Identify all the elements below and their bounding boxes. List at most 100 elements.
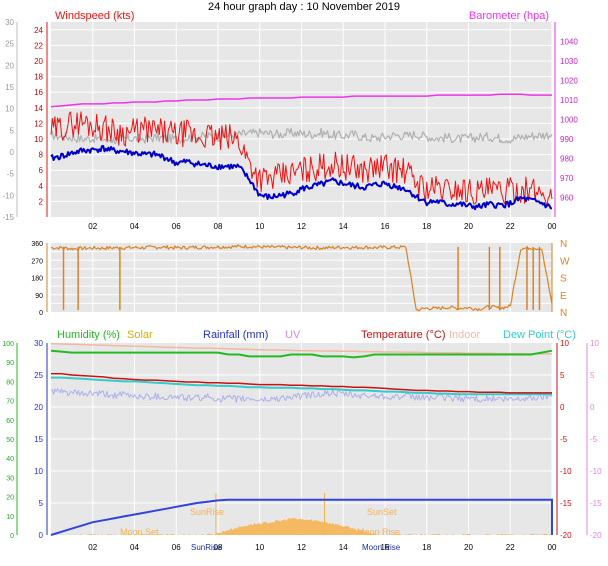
humidity-tick-label: 0: [10, 533, 14, 540]
windspeed-tick-label: 6: [39, 166, 44, 175]
x-tick-label: 04: [130, 543, 139, 552]
sun-rise-upper-label: SunRise: [190, 507, 224, 517]
rainfall-tick-label: 25: [34, 371, 43, 380]
x-tick-label: 02: [88, 543, 97, 552]
humidity-tick-label: 60: [6, 418, 14, 425]
humidity-tick-label: 50: [6, 437, 14, 444]
direction-tick-label: 0: [39, 310, 43, 317]
moon-rise-lower-label: Moon Rise: [362, 543, 401, 552]
legend-dew-point: Dew Point (°C): [503, 329, 576, 341]
wind-outer-tick-label: 5: [10, 126, 15, 135]
legend-solar: Solar: [127, 329, 153, 341]
gust-series-line: [50, 127, 553, 145]
barometer-series-line: [50, 93, 552, 108]
humidity-tick-label: 30: [6, 475, 14, 482]
windspeed-avg-series-line: [50, 145, 553, 211]
direction-compass-label: N: [560, 239, 567, 250]
humidity-tick-label: 90: [6, 360, 14, 367]
windspeed-axis-label: Windspeed (kts): [55, 10, 134, 22]
x-tick-label: 16: [381, 543, 390, 552]
x-tick-label: 08: [214, 543, 223, 552]
humidity-tick-label: 20: [6, 495, 14, 502]
barometer-tick-label: 1010: [560, 96, 578, 105]
humidity-tick-label: 80: [6, 379, 14, 386]
uv-scale-tick-label: -5: [590, 435, 598, 444]
wind-outer-tick-label: -15: [2, 213, 14, 222]
x-tick-label: 12: [297, 543, 306, 552]
wind-outer-tick-label: 15: [5, 83, 14, 92]
temperature-tick-label: -20: [560, 531, 572, 540]
legend-uv: UV: [285, 329, 301, 341]
windspeed-tick-label: 12: [34, 119, 43, 128]
x-tick-label: 04: [130, 222, 139, 231]
uv-scale-tick-label: 5: [590, 371, 595, 380]
wind-direction-series-line: [50, 244, 553, 312]
dew-point-series-line: [51, 376, 552, 396]
barometer-tick-label: 1030: [560, 57, 578, 66]
direction-tick-label: 180: [31, 276, 43, 283]
direction-tick-label: 360: [31, 241, 43, 248]
direction-compass-label: E: [560, 291, 567, 302]
uv-scale-tick-label: -15: [590, 499, 602, 508]
barometer-tick-label: 1000: [560, 116, 578, 125]
wind-outer-tick-label: 10: [5, 105, 14, 114]
x-tick-label: 14: [339, 543, 348, 552]
windspeed-tick-label: 24: [34, 26, 43, 35]
x-tick-label: 18: [422, 222, 431, 231]
temperature-tick-label: -5: [560, 435, 568, 444]
x-tick-label: 22: [506, 543, 515, 552]
windspeed-tick-label: 14: [34, 104, 43, 113]
x-tick-label: 06: [172, 543, 181, 552]
direction-tick-label: 90: [35, 293, 43, 300]
solar-area: [51, 517, 552, 535]
uv-scale-tick-label: -10: [590, 467, 602, 476]
direction-compass-label: S: [560, 274, 567, 285]
temperature-tick-label: -10: [560, 467, 572, 476]
temperature-tick-label: 0: [560, 403, 565, 412]
rainfall-tick-label: 10: [34, 467, 43, 476]
chart-title: 24 hour graph day : 10 November 2019: [208, 1, 400, 13]
barometer-tick-label: 970: [560, 174, 574, 183]
direction-compass-label: W: [560, 256, 570, 267]
barometer-axis-label: Barometer (hpa): [469, 10, 549, 22]
x-tick-label: 02: [88, 222, 97, 231]
x-tick-label: 00: [548, 222, 557, 231]
wind-outer-tick-label: 20: [5, 61, 14, 70]
x-tick-label: 18: [422, 543, 431, 552]
barometer-tick-label: 960: [560, 194, 574, 203]
humidity-tick-label: 40: [6, 456, 14, 463]
humidity-tick-label: 70: [6, 399, 14, 406]
windspeed-tick-label: 4: [39, 182, 44, 191]
uv-scale-tick-label: 0: [590, 403, 595, 412]
humidity-tick-label: 100: [2, 341, 14, 348]
rainfall-tick-label: 30: [34, 339, 43, 348]
legend-indoor: Indoor: [449, 329, 481, 341]
sun-rise-lower-label: SunRise: [191, 543, 222, 552]
x-tick-label: 14: [339, 222, 348, 231]
barometer-tick-label: 980: [560, 155, 574, 164]
astro-annotations: Moon Set SunRise SunSet Moon Rise SunRis…: [120, 507, 401, 552]
temperature-series-line: [51, 372, 552, 394]
x-tick-label: 08: [214, 222, 223, 231]
windspeed-tick-label: 10: [34, 135, 43, 144]
x-tick-label: 16: [381, 222, 390, 231]
rainfall-tick-label: 0: [39, 531, 44, 540]
rainfall-tick-label: 20: [34, 403, 43, 412]
temperature-tick-label: 10: [560, 339, 569, 348]
humidity-tick-label: 10: [6, 514, 14, 521]
windspeed-tick-label: 8: [39, 151, 44, 160]
barometer-tick-label: 990: [560, 135, 574, 144]
x-tick-label: 00: [548, 543, 557, 552]
sun-set-upper-label: SunSet: [367, 507, 397, 517]
x-tick-label: 06: [172, 222, 181, 231]
uv-scale-tick-label: -20: [590, 531, 602, 540]
legend-humidity: Humidity (%): [57, 329, 120, 341]
apparent-series-line: [50, 388, 553, 403]
direction-compass-label: N: [560, 308, 567, 319]
legend-rainfall: Rainfall (mm): [203, 329, 268, 341]
windspeed-tick-label: 16: [34, 88, 43, 97]
x-tick-label: 22: [506, 222, 515, 231]
windspeed-series-line: [50, 111, 553, 208]
uv-scale-tick-label: 10: [590, 339, 599, 348]
